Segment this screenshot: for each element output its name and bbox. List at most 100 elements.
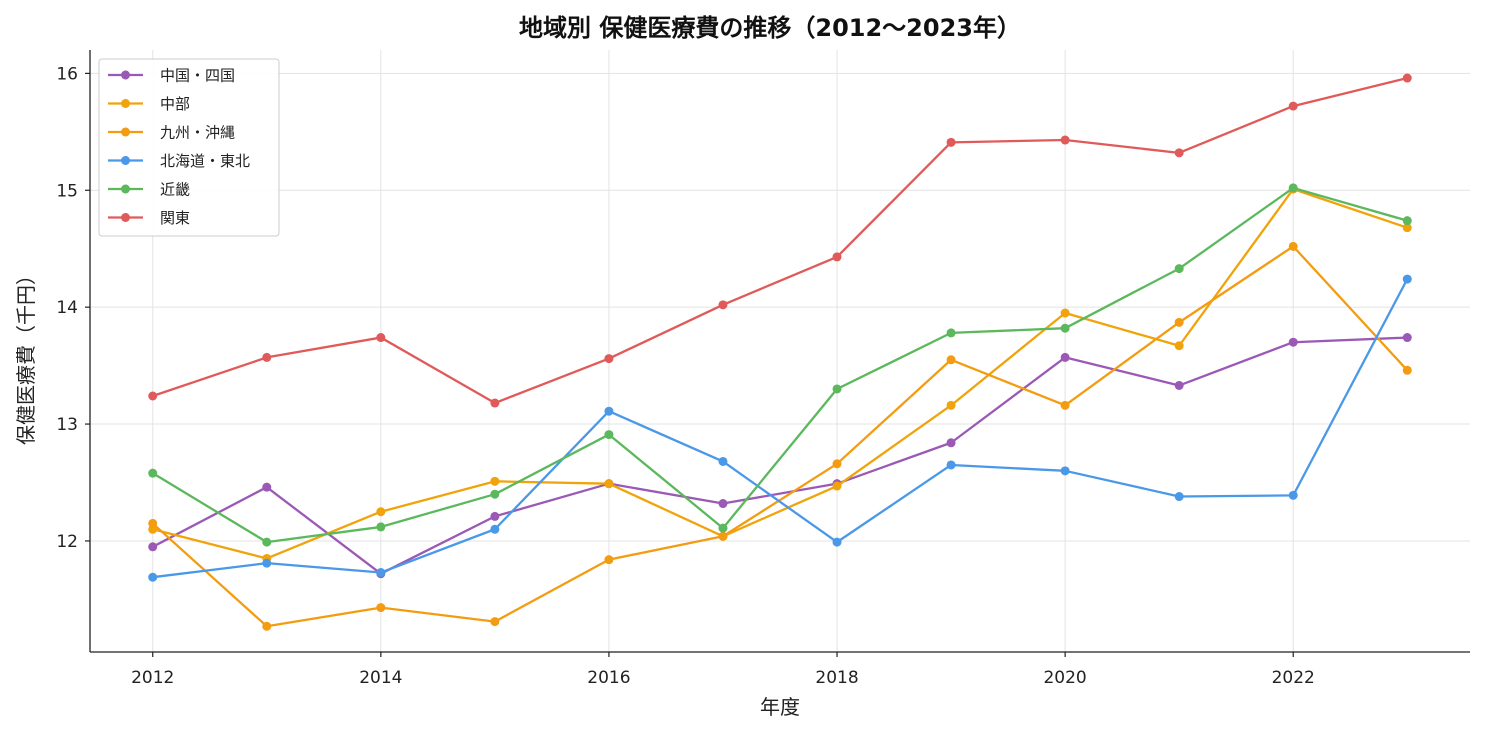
data-point: [1288, 101, 1298, 111]
series-2: [148, 241, 1412, 631]
x-tick-label: 2022: [1272, 668, 1315, 688]
data-point: [1174, 380, 1184, 390]
series-line: [152, 278, 1409, 579]
legend-swatch-marker: [121, 127, 130, 137]
data-point: [832, 481, 842, 491]
data-point: [718, 300, 728, 310]
data-point: [832, 252, 842, 262]
data-point: [1402, 73, 1412, 83]
x-tick-label: 2012: [131, 668, 174, 688]
x-tick-label: 2018: [815, 668, 858, 688]
legend-item: 近畿: [108, 181, 190, 199]
data-point: [1288, 337, 1298, 347]
legend-item: 九州・沖縄: [108, 124, 235, 142]
data-point: [718, 531, 728, 541]
series-1: [148, 184, 1412, 563]
x-tick-label: 2020: [1043, 668, 1086, 688]
data-point: [1174, 317, 1184, 327]
data-point: [1174, 341, 1184, 351]
data-point: [946, 137, 956, 147]
data-point: [604, 479, 614, 489]
data-point: [1402, 274, 1412, 284]
data-point: [1174, 264, 1184, 274]
data-point: [490, 476, 500, 486]
axes: 2012 2014 2016 2018 2020 2022 12 13 14 15 16: [56, 50, 1470, 688]
series-line: [152, 336, 1408, 575]
data-point: [490, 489, 500, 499]
x-tick-label: 2016: [587, 668, 630, 688]
data-point: [376, 522, 386, 532]
data-point: [1288, 183, 1298, 193]
data-point: [1402, 365, 1412, 375]
data-point: [262, 352, 272, 362]
data-point: [1402, 216, 1412, 226]
data-point: [376, 568, 386, 578]
x-axis-label: 年度: [760, 695, 800, 719]
legend-swatch-marker: [121, 156, 130, 165]
data-point: [490, 524, 500, 534]
legend-swatch-marker: [121, 99, 130, 108]
data-point: [946, 438, 956, 448]
data-point: [946, 328, 956, 338]
data-point: [946, 400, 956, 410]
data-point: [946, 355, 956, 365]
data-point: [604, 354, 614, 364]
series-layer: [148, 73, 1412, 631]
legend-item: 北海道・東北: [108, 152, 250, 170]
data-point: [262, 558, 272, 568]
data-point: [148, 518, 158, 528]
data-point: [718, 499, 728, 509]
legend-swatch-marker: [121, 184, 130, 194]
legend-label: 関東: [160, 209, 190, 227]
series-line: [152, 76, 1408, 405]
data-point: [946, 460, 956, 470]
data-point: [262, 621, 272, 631]
y-tick-label: 12: [56, 532, 78, 552]
data-point: [604, 555, 614, 565]
series-5: [148, 73, 1412, 408]
legend-swatch-marker: [121, 213, 130, 222]
data-point: [1402, 223, 1412, 233]
y-tick-label: 15: [56, 181, 78, 201]
data-point: [1288, 490, 1298, 500]
data-point: [832, 384, 842, 394]
data-point: [262, 482, 272, 492]
data-point: [376, 333, 386, 343]
data-point: [832, 537, 842, 547]
data-point: [1402, 333, 1412, 343]
data-point: [1174, 148, 1184, 158]
data-point: [148, 391, 158, 401]
data-point: [718, 456, 728, 466]
chart-title: 地域別 保健医療費の推移（2012〜2023年）: [519, 14, 1021, 42]
data-point: [376, 603, 386, 613]
y-axis-label: 保健医療費（千円）: [14, 265, 38, 445]
legend-label: 北海道・東北: [160, 152, 250, 170]
series-4: [148, 183, 1412, 547]
legend-item: 中部: [108, 95, 190, 113]
data-point: [604, 430, 614, 440]
series-3: [148, 274, 1412, 582]
data-point: [1060, 323, 1070, 333]
data-point: [1060, 135, 1070, 145]
grid: [90, 50, 1470, 652]
data-point: [1060, 466, 1070, 476]
data-point: [490, 398, 500, 408]
legend-item: 関東: [108, 209, 190, 227]
data-point: [148, 572, 158, 582]
data-point: [718, 523, 728, 533]
series-line: [152, 186, 1408, 544]
legend-label: 中部: [160, 95, 190, 113]
data-point: [262, 537, 272, 547]
data-point: [832, 459, 842, 469]
series-line: [151, 245, 1409, 628]
data-point: [490, 617, 500, 627]
y-tick-label: 14: [56, 298, 78, 318]
data-point: [148, 468, 158, 478]
data-point: [376, 507, 386, 517]
data-point: [1060, 400, 1070, 410]
data-point: [604, 406, 614, 416]
data-point: [1060, 352, 1070, 362]
data-point: [1060, 308, 1070, 318]
series-line: [152, 187, 1408, 560]
